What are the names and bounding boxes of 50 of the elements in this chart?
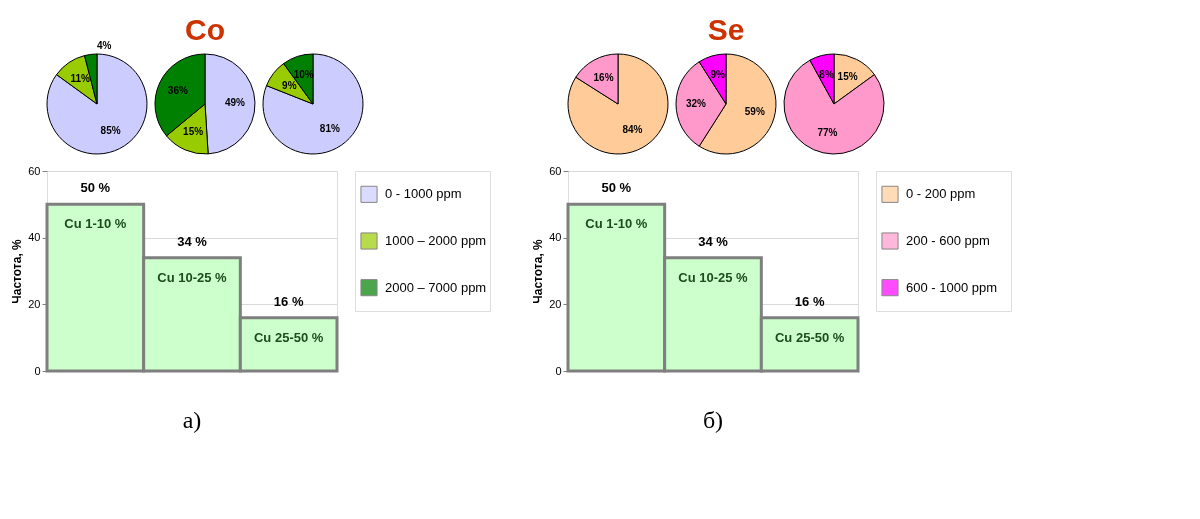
- y-tick-label: 0: [555, 364, 562, 377]
- data-label: 50 %: [601, 180, 632, 196]
- data-label: 9%: [282, 79, 297, 91]
- legend-label: 1000 – 2000 ppm: [385, 233, 487, 248]
- data-label: 49%: [224, 97, 246, 109]
- text: б): [702, 407, 724, 433]
- data-label: 15%: [183, 125, 204, 137]
- x-tick-label: Cu 25-50 %: [253, 329, 324, 345]
- y-tick-label: 20: [549, 297, 562, 310]
- data-label: 81%: [319, 122, 340, 134]
- x-tick-label: Cu 25-50 %: [774, 329, 845, 345]
- data-label: 85%: [100, 124, 121, 136]
- data-label: 34 %: [698, 233, 729, 249]
- data-label: 34 %: [177, 233, 208, 249]
- data-label: 16 %: [273, 293, 304, 309]
- y-tick-label: 0: [34, 364, 41, 377]
- data-label: 36%: [167, 85, 188, 97]
- x-tick-label: Cu 10-25 %: [157, 269, 228, 285]
- data-label: 11%: [70, 73, 90, 85]
- y-tick-label: 60: [28, 164, 41, 177]
- y-tick-label: 40: [28, 231, 41, 244]
- y-axis-title: Частота, %: [531, 238, 546, 304]
- legend-label: 600 - 1000 ppm: [906, 279, 998, 295]
- legend-label: 200 - 600 ppm: [906, 233, 990, 248]
- pie-slice: [46, 53, 148, 155]
- chart-title: Se: [707, 13, 745, 46]
- data-label: 84%: [622, 124, 643, 136]
- legend-label: 0 - 200 ppm: [906, 186, 976, 202]
- y-axis-title: Частота, %: [10, 238, 25, 304]
- data-label: 8%: [819, 68, 834, 80]
- data-label: 77%: [817, 127, 838, 139]
- data-label: 16%: [593, 71, 614, 83]
- pie-slice: [262, 53, 364, 155]
- x-tick-label: Cu 1-10 %: [585, 216, 648, 232]
- y-tick-label: 40: [549, 231, 562, 244]
- data-label: 50 %: [80, 180, 111, 196]
- y-tick-label: 20: [28, 297, 41, 310]
- x-tick-label: Cu 10-25 %: [678, 269, 749, 285]
- legend-label: 0 - 1000 ppm: [385, 186, 462, 202]
- data-label: 32%: [685, 98, 707, 109]
- data-label: 4%: [97, 40, 112, 52]
- data-label: 9%: [710, 69, 725, 81]
- data-label: 15%: [837, 71, 858, 83]
- legend-label: 2000 – 7000 ppm: [385, 279, 487, 295]
- x-tick-label: Cu 1-10 %: [64, 216, 127, 232]
- chart-title: Co: [185, 13, 225, 46]
- data-label: 59%: [744, 106, 765, 118]
- y-tick-label: 60: [549, 164, 562, 177]
- data-label: 16 %: [794, 293, 825, 309]
- text: а): [182, 407, 202, 433]
